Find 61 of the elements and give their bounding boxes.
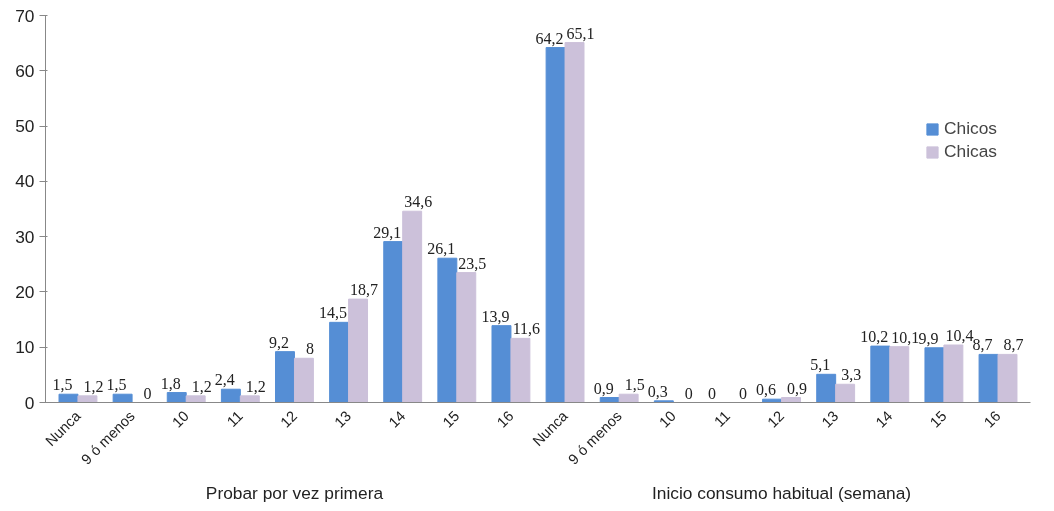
data-label: 1,5 xyxy=(52,376,73,394)
data-label: 0 xyxy=(738,384,747,402)
data-label: 29,1 xyxy=(373,223,402,241)
data-label: 1,5 xyxy=(106,376,127,394)
data-label: 2,4 xyxy=(214,371,235,389)
y-tick-label: 20 xyxy=(15,281,35,302)
data-label: 65,1 xyxy=(566,24,595,42)
data-label: 5,1 xyxy=(810,356,831,374)
data-label: 3,3 xyxy=(841,366,862,384)
x-tick-label: 13 xyxy=(331,407,355,431)
y-tick-label: 40 xyxy=(15,171,35,192)
x-tick-label: 15 xyxy=(439,407,463,431)
data-label: 13,9 xyxy=(481,307,510,325)
x-tick-label: 14 xyxy=(872,407,896,431)
data-label: 0,9 xyxy=(787,379,808,397)
x-tick-label: 11 xyxy=(223,407,246,430)
data-label: 0 xyxy=(707,384,716,402)
x-tick-label: 11 xyxy=(711,407,734,430)
data-label: 0 xyxy=(143,384,152,402)
data-label: 8,7 xyxy=(1003,336,1024,354)
x-tick-label: 13 xyxy=(818,407,842,431)
data-label: 14,5 xyxy=(319,304,348,322)
data-label: 26,1 xyxy=(427,240,456,258)
data-label: 23,5 xyxy=(458,254,487,272)
text: Probar por vez primera xyxy=(205,482,384,503)
x-tick-label: 10 xyxy=(656,407,679,431)
legend-label: Chicas xyxy=(944,141,997,162)
data-label: 10,4 xyxy=(945,327,974,344)
data-label: 0,3 xyxy=(647,382,668,400)
y-tick-label: 0 xyxy=(24,392,35,413)
legend-label: Chicos xyxy=(944,118,997,139)
x-tick-label: 12 xyxy=(764,407,788,431)
x-tick-label: 12 xyxy=(277,407,301,431)
data-label: 1,2 xyxy=(191,377,212,395)
data-label: 0,9 xyxy=(593,379,614,397)
y-tick-label: 60 xyxy=(15,60,35,81)
data-label: 34,6 xyxy=(404,193,433,211)
text: Inicio consumo habitual (semana) xyxy=(652,482,912,503)
data-label: 11,6 xyxy=(512,320,541,338)
data-label: 9,9 xyxy=(918,329,939,347)
y-tick-label: 70 xyxy=(15,5,35,26)
data-label: 9,2 xyxy=(268,333,289,351)
data-label: 10,1 xyxy=(891,328,920,346)
x-tick-label: 16 xyxy=(980,407,1004,431)
data-label: 18,7 xyxy=(350,281,379,299)
x-tick-label: 16 xyxy=(493,407,517,431)
y-tick-label: 50 xyxy=(15,116,35,137)
y-tick-label: 30 xyxy=(15,226,35,247)
y-tick-label: 10 xyxy=(15,337,35,358)
data-label: 1,5 xyxy=(624,376,645,394)
x-tick-label: 14 xyxy=(385,407,409,431)
data-label: 0,6 xyxy=(756,381,777,399)
data-label: 1,2 xyxy=(245,377,266,395)
data-label: 1,8 xyxy=(160,374,181,392)
x-tick-label: 10 xyxy=(169,407,192,431)
data-label: 10,2 xyxy=(860,328,889,346)
data-label: 0 xyxy=(684,384,693,402)
data-label: 1,2 xyxy=(83,377,104,395)
x-tick-label: 15 xyxy=(926,407,950,431)
data-label: 8 xyxy=(305,340,314,358)
data-label: 64,2 xyxy=(535,29,564,47)
